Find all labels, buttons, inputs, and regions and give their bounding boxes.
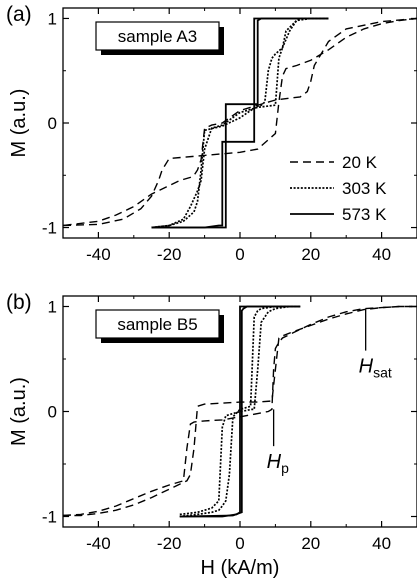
x-tick-label: 40 — [372, 245, 391, 264]
y-tick-label: 1 — [48, 298, 57, 317]
sample-label-box — [95, 21, 220, 51]
y-tick-label: 0 — [48, 114, 57, 133]
x-tick-label: 0 — [235, 245, 244, 264]
legend-entry: 20 K — [342, 153, 378, 172]
annotation-symbol: H — [267, 451, 282, 473]
annotation-subscript: p — [281, 460, 289, 476]
annotation-label: Hp — [267, 451, 289, 476]
annotation-symbol: H — [359, 356, 374, 378]
panel-b: -40 -20 0 20 40 -1 0 1 M (a.u.) H (kA/m) (b) sample… — [6, 291, 417, 579]
x-tick-label: 20 — [301, 534, 320, 553]
sample-label-box — [95, 309, 220, 339]
series-line-descending — [179, 305, 301, 518]
x-tick-label: 20 — [301, 245, 320, 264]
x-axis-title: H (kA/m) — [201, 557, 280, 579]
x-tick-label: -40 — [86, 245, 111, 264]
x-tick-label: -40 — [86, 534, 111, 553]
series-line-descending — [179, 305, 301, 518]
sample-label: sample A3 — [118, 27, 197, 46]
x-tick-label: 0 — [235, 534, 244, 553]
y-axis-title: M (a.u.) — [8, 377, 30, 446]
panel-label: (b) — [6, 291, 32, 314]
legend: 20 K 303 K 573 K — [290, 153, 387, 224]
series-line-descending — [151, 17, 329, 229]
y-axis-title: M (a.u.) — [8, 89, 30, 158]
series-line-ascending — [62, 305, 417, 517]
legend-entry: 573 K — [342, 205, 387, 224]
panel-a: -40 -20 0 20 40 -1 0 1 M (a.u.) (a) sample A3 20 K 3… — [6, 3, 417, 264]
annotation-label: Hsat — [359, 356, 392, 381]
x-tick-label: 40 — [372, 534, 391, 553]
series-line-descending — [62, 17, 417, 227]
y-tick-label: -1 — [42, 219, 57, 238]
sample-label: sample B5 — [117, 315, 197, 334]
y-tick-label: 0 — [48, 403, 57, 422]
series-line-ascending — [179, 305, 301, 516]
y-tick-label: -1 — [42, 508, 57, 527]
x-tick-label: -20 — [157, 534, 182, 553]
annotation-subscript: sat — [373, 365, 392, 381]
series-573-k — [151, 17, 329, 229]
series-20-k — [62, 17, 417, 227]
series-573-k — [179, 305, 301, 518]
x-tick-label: -20 — [157, 245, 182, 264]
y-tick-label: 1 — [48, 9, 57, 28]
annotation-h-p: Hp — [267, 409, 289, 476]
series-303-k — [151, 17, 329, 229]
legend-entry: 303 K — [342, 179, 387, 198]
annotation-h-sat: Hsat — [359, 308, 392, 381]
series-303-k — [179, 305, 301, 518]
series-line-ascending — [62, 17, 417, 227]
series-line-ascending — [151, 17, 329, 229]
panel-label: (a) — [6, 3, 32, 26]
series-line-descending — [151, 17, 329, 229]
series-line-ascending — [151, 17, 329, 229]
